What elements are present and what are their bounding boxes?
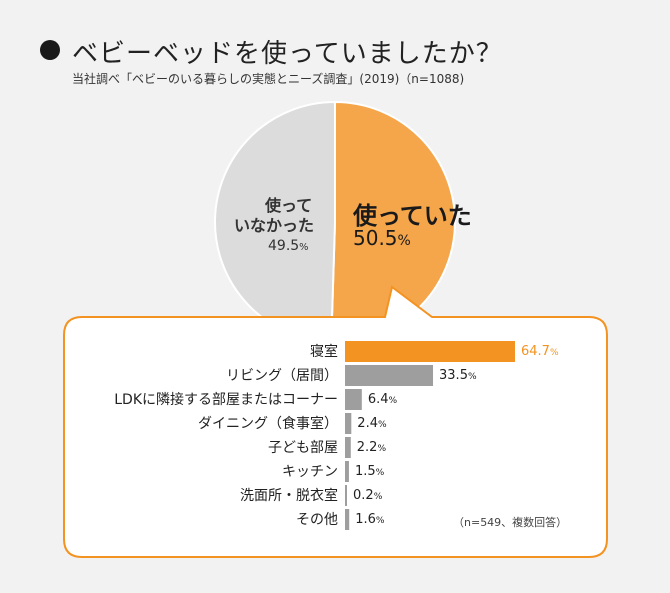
bar-8 <box>345 509 350 530</box>
bar-category-label: キッチン <box>282 463 338 480</box>
pie-value-not-used: 49.5% <box>268 238 309 254</box>
bar-category-label: リビング（居間） <box>226 367 338 384</box>
bar-value-label: 2.4% <box>357 415 387 431</box>
pie-label-not-used-line2: いなかった <box>234 216 315 235</box>
bar-2 <box>345 365 434 386</box>
bar-1 <box>345 341 515 362</box>
bar-value-label: 1.5% <box>354 463 385 479</box>
bar-value-label: 1.6% <box>355 511 385 527</box>
bar-category-label: その他 <box>296 511 338 528</box>
bar-category-label: ダイニング（食事室） <box>198 415 338 432</box>
bar-3 <box>345 389 362 410</box>
pie-label-not-used-line1: 使って <box>265 196 313 215</box>
pie-label-used: 使っていた <box>353 202 472 230</box>
page-title: ベビーベッドを使っていましたか？ <box>72 39 503 69</box>
bar-value-label: 33.5% <box>439 367 477 383</box>
page-subtitle: 当社調べ「ベビーのいる暮らしの実態とニーズ調査」(2019)（n=1088) <box>72 72 465 86</box>
bar-value-label: 2.2% <box>356 439 387 455</box>
bar-value-label: 64.7% <box>521 343 559 359</box>
title-bullet-icon <box>40 40 60 60</box>
bar-6 <box>345 461 349 482</box>
bar-value-label: 6.4% <box>367 391 398 407</box>
bar-4 <box>345 413 352 434</box>
bar-category-label: 寝室 <box>310 343 338 360</box>
bar-value-label: 0.2% <box>353 487 383 503</box>
bar-chart-note: （n=549、複数回答） <box>453 516 568 529</box>
pie-value-used: 50.5% <box>353 226 411 250</box>
bar-category-label: LDKに隣接する部屋またはコーナー <box>114 391 338 408</box>
bar-category-label: 子ども部屋 <box>268 439 338 456</box>
bar-5 <box>345 437 351 458</box>
bar-category-label: 洗面所・脱衣室 <box>240 487 338 504</box>
bar-7 <box>345 485 347 506</box>
